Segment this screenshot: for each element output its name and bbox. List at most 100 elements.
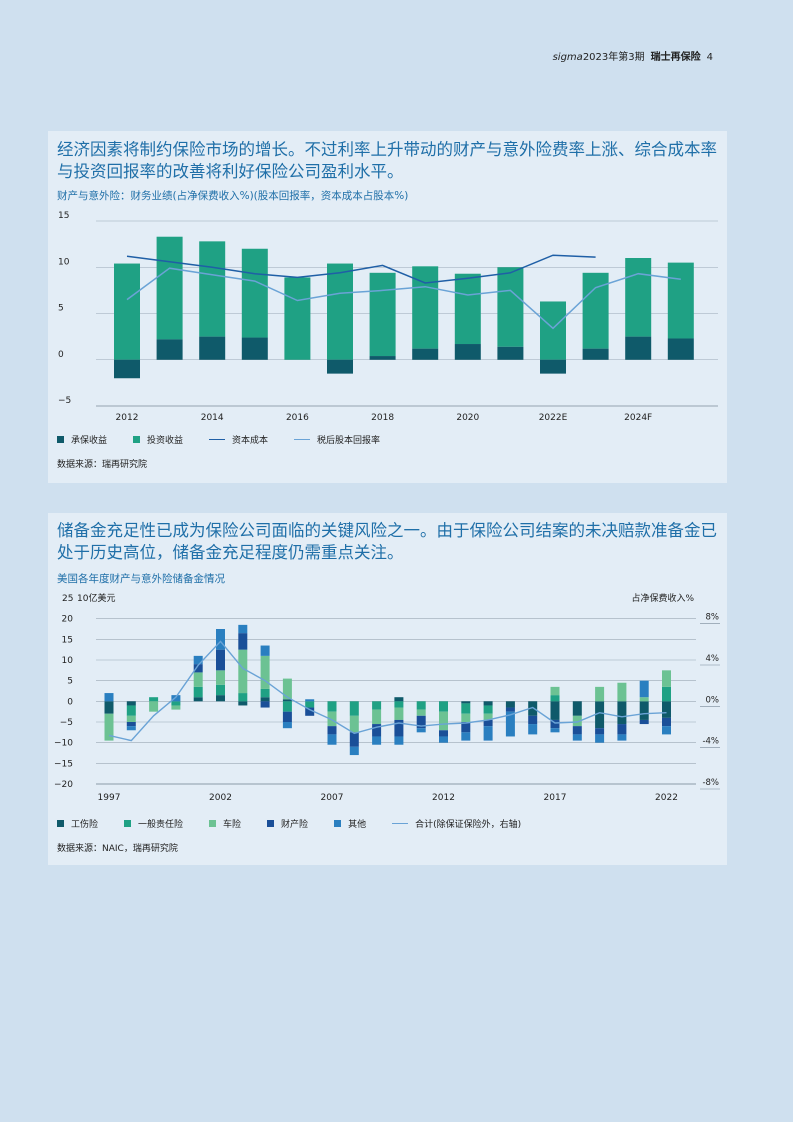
total-line [108, 640, 667, 742]
other-bar [550, 728, 560, 733]
other-bar [238, 624, 248, 634]
other-bar [528, 724, 538, 735]
y-tick-label: 5 [58, 304, 64, 314]
underwriting-bar [241, 337, 268, 360]
investment-bar [369, 272, 396, 357]
financial-performance-chart: −5 0 5 10 15 2012 2014 2016 2018 2020 2022E 2024F [58, 211, 718, 423]
general-liability-bar [171, 701, 181, 706]
workers-comp-bar [193, 697, 203, 702]
general-liability-bar [394, 701, 404, 708]
legend-swatch [124, 820, 132, 827]
property-bar [505, 707, 515, 712]
property-bar [483, 719, 493, 727]
panel-heading: 经济因素将制约保险市场的增长。不过利率上升带动的财产与意外险费率上涨、综合成本率… [57, 140, 717, 181]
legend-property: 财产险 [267, 817, 308, 830]
property-bar [260, 701, 270, 708]
property-bar [327, 726, 337, 735]
general-liability-bar [149, 697, 159, 702]
other-bar [282, 722, 292, 729]
investment-bar [241, 248, 268, 338]
other-bar [595, 734, 605, 743]
property-bar [193, 664, 203, 673]
auto-bar [171, 705, 181, 710]
x-tick-label: 2014 [201, 413, 224, 423]
auto-bar [617, 682, 627, 702]
workers-comp-bar [282, 699, 292, 702]
legend-swatch [334, 820, 342, 827]
general-liability-bar [372, 701, 382, 710]
legend-line [294, 439, 311, 440]
legend-swatch [57, 436, 64, 443]
other-bar [126, 726, 136, 731]
cost-of-capital-line [126, 254, 596, 284]
other-bar [305, 699, 315, 702]
brand-name: 瑞士再保险 [650, 52, 701, 63]
property-bar [305, 707, 315, 716]
x-tick-label: 2018 [371, 413, 394, 423]
other-bar [394, 736, 404, 745]
auto-bar [126, 715, 136, 722]
legend-swatch [133, 436, 141, 443]
underwriting-bar [114, 359, 140, 379]
general-liability-bar [483, 705, 493, 714]
legend-workers-comp: 工伤险 [57, 817, 98, 830]
property-bar [372, 724, 382, 737]
auto-bar [260, 655, 270, 689]
general-liability-bar [193, 686, 203, 698]
other-bar [461, 732, 471, 741]
x-tick-label: 2007 [321, 793, 344, 803]
y-tick-label: 5 [67, 677, 73, 687]
y-tick-label: −5 [60, 718, 73, 728]
financial-performance-panel: 经济因素将制约保险市场的增长。不过利率上升带动的财产与意外险费率上涨、综合成本率… [48, 131, 727, 483]
underwriting-bar [582, 348, 609, 360]
other-bar [216, 629, 225, 650]
investment-bar [540, 301, 566, 360]
auto-bar [416, 709, 426, 716]
other-bar [171, 695, 181, 702]
auto-bar [327, 711, 337, 727]
legend-investment: 投资收益 [133, 433, 183, 446]
workers-comp-bar [617, 701, 627, 725]
chart-title: 财产与意外险：财务业绩(占净保费收入%)(股本回报率，资本成本占股本%) [57, 190, 409, 202]
general-liability-bar [550, 695, 560, 702]
property-bar [216, 649, 225, 671]
auto-bar [104, 713, 114, 741]
property-bar [349, 732, 359, 747]
other-bar [617, 734, 627, 741]
property-bar [617, 724, 627, 735]
property-bar [461, 722, 471, 733]
other-bar [662, 726, 671, 735]
investment-bar [667, 262, 694, 339]
auto-bar [238, 649, 248, 694]
underwriting-bar [327, 359, 353, 374]
legend-total: 合计(除保证保险外，右轴) [392, 817, 521, 830]
y-tick-label: 25 [62, 594, 73, 604]
legend-roe: 税后股本回报率 [294, 433, 380, 446]
other-bar [639, 680, 649, 698]
publication-issue: sigma2023年第3期 [552, 52, 645, 63]
underwriting-bar [156, 339, 183, 360]
property-bar [126, 722, 136, 727]
underwriting-bar [199, 336, 226, 360]
property-bar [595, 728, 605, 735]
auto-bar [349, 715, 359, 733]
legend-line [209, 439, 226, 440]
auto-bar [595, 686, 605, 702]
y-tick-label: 20 [62, 615, 74, 625]
auto-bar [439, 711, 448, 731]
other-bar [327, 734, 337, 745]
page-header: sigma2023年第3期 瑞士再保险 4 [553, 48, 713, 63]
y2-tick-label: 8% [706, 613, 720, 623]
x-tick-label: 2012 [432, 793, 455, 803]
source-note: 数据来源：NAIC，瑞再研究院 [57, 844, 178, 854]
workers-comp-bar [572, 701, 582, 716]
auto-bar [572, 715, 582, 727]
y2-tick-label: -4% [702, 737, 719, 747]
x-tick-label: 2016 [286, 413, 309, 423]
workers-comp-bar [216, 695, 225, 702]
workers-comp-bar [595, 701, 605, 729]
underwriting-bar [540, 359, 566, 374]
auto-bar [550, 686, 560, 696]
investment-bar [497, 267, 524, 347]
investment-bar [156, 236, 183, 340]
